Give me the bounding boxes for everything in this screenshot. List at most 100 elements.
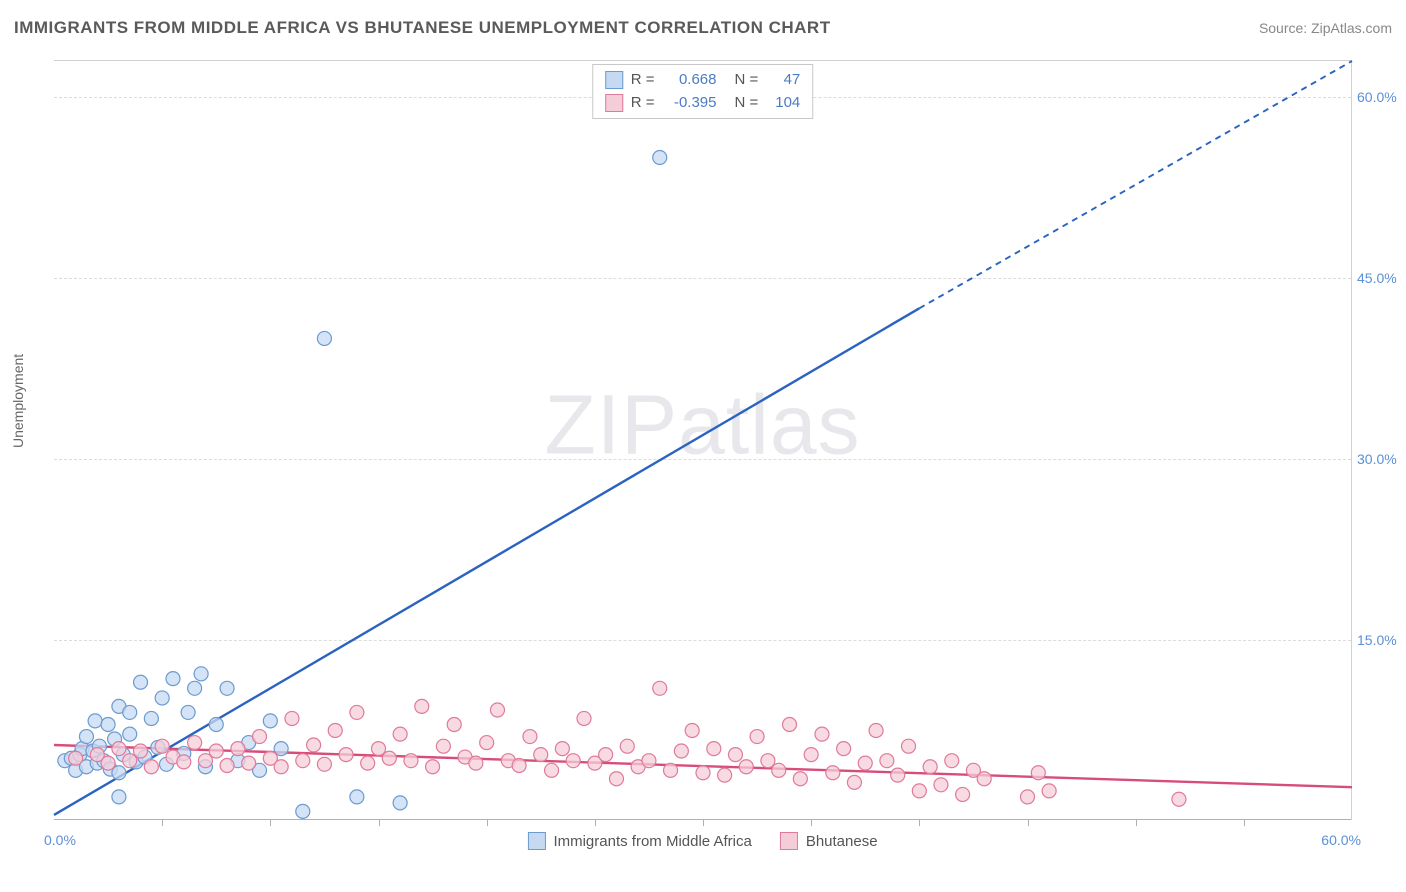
data-point [783, 717, 797, 731]
legend-label: Immigrants from Middle Africa [553, 833, 751, 850]
x-tick [270, 820, 271, 826]
data-point [242, 756, 256, 770]
data-point [728, 748, 742, 762]
data-point [220, 759, 234, 773]
data-point [620, 739, 634, 753]
data-point [188, 681, 202, 695]
data-point [804, 748, 818, 762]
x-tick [162, 820, 163, 826]
y-tick-label: 15.0% [1357, 632, 1401, 648]
data-point [902, 739, 916, 753]
data-point [144, 711, 158, 725]
x-tick [703, 820, 704, 826]
data-point [685, 724, 699, 738]
data-point [436, 739, 450, 753]
data-point [404, 754, 418, 768]
data-point [328, 724, 342, 738]
legend-label: Bhutanese [806, 833, 878, 850]
data-point [177, 755, 191, 769]
legend-swatch [527, 832, 545, 850]
data-point [296, 804, 310, 818]
data-point [577, 711, 591, 725]
data-point [361, 756, 375, 770]
x-tick [811, 820, 812, 826]
chart-title: IMMIGRANTS FROM MIDDLE AFRICA VS BHUTANE… [14, 18, 831, 38]
legend-item: Immigrants from Middle Africa [527, 832, 751, 850]
data-point [112, 790, 126, 804]
data-point [101, 717, 115, 731]
data-point [144, 760, 158, 774]
legend-swatch [780, 832, 798, 850]
data-point [739, 760, 753, 774]
r-value: -0.395 [663, 92, 717, 115]
data-point [155, 739, 169, 753]
data-point [696, 766, 710, 780]
x-tick [595, 820, 596, 826]
data-point [350, 790, 364, 804]
data-point [447, 717, 461, 731]
correlation-stats-box: R =0.668N =47R =-0.395N =104 [592, 64, 814, 119]
data-point [123, 705, 137, 719]
data-point [480, 736, 494, 750]
data-point [339, 748, 353, 762]
data-point [609, 772, 623, 786]
data-point [307, 738, 321, 752]
data-point [956, 787, 970, 801]
bottom-legend: Immigrants from Middle Africa Bhutanese [527, 832, 877, 850]
data-point [79, 730, 93, 744]
data-point [1042, 784, 1056, 798]
data-point [750, 730, 764, 744]
n-label: N = [735, 69, 759, 92]
data-point [1172, 792, 1186, 806]
data-point [653, 151, 667, 165]
data-point [69, 751, 83, 765]
chart-plot-area: ZIPatlas 15.0%30.0%45.0%60.0% 0.0% 60.0%… [54, 60, 1352, 820]
data-point [891, 768, 905, 782]
data-point [382, 751, 396, 765]
data-point [664, 763, 678, 777]
data-point [880, 754, 894, 768]
legend-item: Bhutanese [780, 832, 878, 850]
data-point [134, 675, 148, 689]
x-tick [1136, 820, 1137, 826]
data-point [155, 691, 169, 705]
data-point [188, 736, 202, 750]
data-point [912, 784, 926, 798]
x-tick [919, 820, 920, 826]
data-point [209, 744, 223, 758]
data-point [545, 763, 559, 777]
y-tick-label: 60.0% [1357, 89, 1401, 105]
chart-header: IMMIGRANTS FROM MIDDLE AFRICA VS BHUTANE… [14, 18, 1392, 38]
x-max-label: 60.0% [1321, 832, 1361, 848]
data-point [350, 705, 364, 719]
trend-line-dashed [919, 61, 1352, 308]
data-point [826, 766, 840, 780]
series-swatch [605, 71, 623, 89]
data-point [847, 775, 861, 789]
data-point [534, 748, 548, 762]
n-value: 47 [766, 69, 800, 92]
data-point [653, 681, 667, 695]
r-value: 0.668 [663, 69, 717, 92]
n-value: 104 [766, 92, 800, 115]
series-swatch [605, 94, 623, 112]
data-point [566, 754, 580, 768]
data-point [977, 772, 991, 786]
data-point [274, 760, 288, 774]
data-point [112, 742, 126, 756]
data-point [923, 760, 937, 774]
y-tick-label: 45.0% [1357, 270, 1401, 286]
data-point [263, 714, 277, 728]
data-point [181, 705, 195, 719]
data-point [393, 796, 407, 810]
data-point [642, 754, 656, 768]
data-point [88, 714, 102, 728]
data-point [490, 703, 504, 717]
data-point [166, 672, 180, 686]
data-point [523, 730, 537, 744]
data-point [253, 730, 267, 744]
data-point [1031, 766, 1045, 780]
data-point [869, 724, 883, 738]
scatter-plot-svg [54, 61, 1351, 820]
data-point [296, 754, 310, 768]
